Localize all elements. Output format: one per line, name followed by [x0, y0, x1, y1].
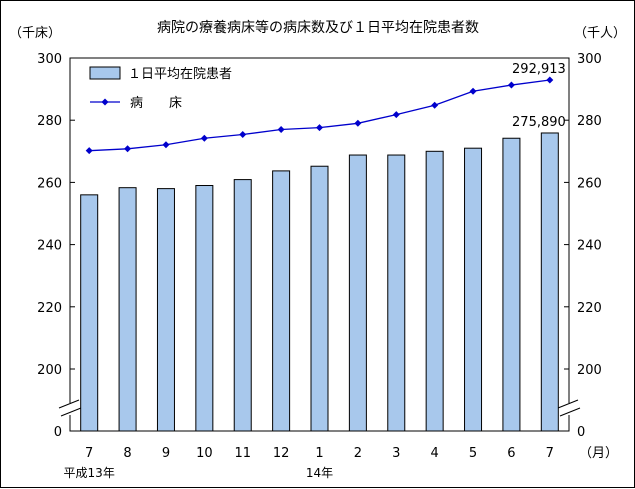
y-tick-label-left: 240	[37, 239, 62, 254]
legend-marker-beds	[101, 98, 109, 106]
bar-inpatients	[387, 154, 406, 432]
y-tick-label-right: 260	[577, 176, 602, 191]
bar-inpatients	[156, 188, 175, 432]
axis-break-slash-right-1	[557, 399, 579, 409]
x-tick-label: 5	[469, 446, 477, 461]
y-tick-label-right: 240	[577, 239, 602, 254]
point-beds	[507, 81, 515, 89]
x-tick-label: 9	[162, 446, 170, 461]
y-tick-label-right: 0	[577, 425, 585, 440]
y-tick-label-right: 300	[577, 52, 602, 67]
x-tick-label: 6	[507, 446, 515, 461]
y-tick-label-left: 0	[54, 425, 62, 440]
axis-break-gap-right	[560, 403, 578, 415]
point-beds	[431, 101, 439, 109]
x-year-label: 14年	[306, 466, 333, 480]
data-label: 275,890	[512, 115, 566, 130]
y-tick-label-left: 300	[37, 52, 62, 67]
point-beds	[124, 145, 132, 153]
x-tick-label: 1	[315, 446, 323, 461]
bar-inpatients	[540, 132, 559, 432]
point-beds	[546, 76, 554, 84]
y-tick-label-right: 280	[577, 114, 602, 129]
bar-inpatients	[80, 194, 99, 432]
legend-swatch-inpatients	[89, 66, 121, 80]
legend-label-inpatients: １日平均在院患者	[128, 67, 232, 82]
bar-inpatients	[425, 150, 444, 432]
point-beds	[469, 87, 477, 95]
legend-label-beds: 病 床	[130, 96, 182, 111]
right-axis-unit: （千人）	[574, 26, 626, 41]
y-tick-label-right: 200	[577, 363, 602, 378]
point-beds	[316, 124, 323, 132]
point-beds	[200, 134, 208, 142]
y-tick-label-left: 200	[37, 363, 62, 378]
x-tick-label: 4	[431, 446, 439, 461]
x-tick-label: 7	[85, 446, 93, 461]
line-beds	[89, 79, 550, 152]
point-beds	[354, 119, 362, 127]
data-label: 292,913	[512, 62, 566, 77]
y-tick-label-right: 220	[577, 301, 602, 316]
bar-inpatients	[464, 147, 483, 432]
point-beds	[162, 141, 170, 149]
axis-break-gap-left	[61, 403, 79, 415]
bar-inpatients	[118, 187, 137, 432]
x-tick-label: 11	[234, 446, 251, 461]
x-tick-label: 7	[546, 446, 554, 461]
x-tick-label: 3	[392, 446, 400, 461]
bar-inpatients	[310, 165, 329, 432]
x-tick-label: 8	[123, 446, 131, 461]
chart-title: 病院の療養病床等の病床数及び１日平均在院患者数	[157, 19, 479, 36]
x-tick-label: 2	[354, 446, 362, 461]
bar-inpatients	[348, 154, 367, 432]
axis-break-slash-left-2	[60, 407, 82, 417]
bar-inpatients	[502, 137, 521, 432]
y-tick-label-left: 280	[37, 114, 62, 129]
left-axis-unit: （千床）	[9, 26, 61, 41]
bar-inpatients	[272, 170, 291, 432]
y-tick-label-left: 260	[37, 176, 62, 191]
point-beds	[239, 131, 247, 139]
point-beds	[392, 111, 400, 119]
axis-break-slash-right-2	[559, 407, 581, 417]
y-tick-label-left: 220	[37, 301, 62, 316]
x-axis-unit: （月）	[579, 446, 618, 461]
x-year-label: 平成13年	[64, 466, 115, 480]
axis-break-slash-left-1	[58, 399, 80, 409]
bar-inpatients	[233, 179, 252, 432]
x-tick-label: 10	[196, 446, 213, 461]
point-beds	[277, 126, 285, 134]
bar-inpatients	[195, 185, 214, 432]
x-tick-label: 12	[273, 446, 290, 461]
point-beds	[85, 147, 93, 155]
